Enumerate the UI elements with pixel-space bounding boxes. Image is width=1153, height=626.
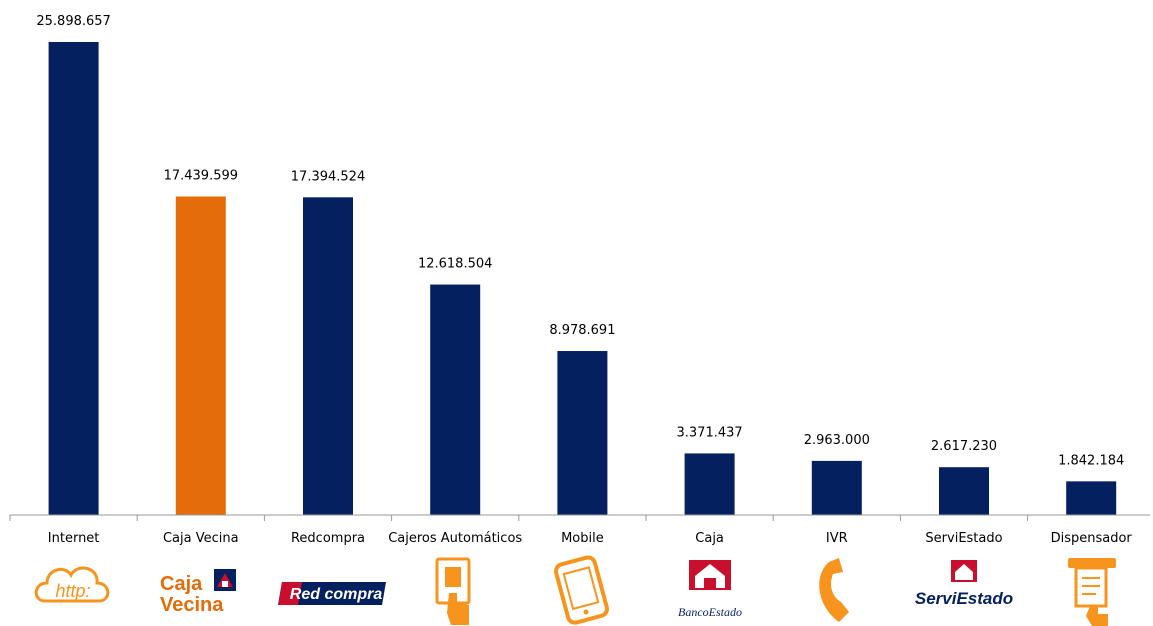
http-icon: http: xyxy=(34,566,110,603)
value-label: 17.394.524 xyxy=(291,169,365,184)
bar-cajeros-autom-ticos xyxy=(430,284,481,515)
category-label: Redcompra xyxy=(291,531,365,546)
icons-row: http: Caja Vecina Red compra xyxy=(34,555,1116,626)
bar-mobile xyxy=(557,351,608,515)
bancoestado-logo-text: BancoEstado xyxy=(678,605,742,619)
category-label: Internet xyxy=(48,531,100,546)
serviestado-logo-icon: ServiEstado xyxy=(915,560,1013,608)
category-label: Caja xyxy=(695,531,724,546)
category-label: Dispensador xyxy=(1051,531,1133,546)
value-label: 2.617.230 xyxy=(931,439,997,454)
redcompra-logo-icon: Red compra xyxy=(278,582,386,605)
bar-serviestado xyxy=(939,467,989,515)
value-label: 12.618.504 xyxy=(418,257,492,272)
value-labels-group: 25.898.657 17.439.599 17.394.524 12.618.504… xyxy=(36,14,1124,468)
value-label: 25.898.657 xyxy=(36,14,110,29)
bar-caja-vecina xyxy=(175,196,226,516)
category-label: ServiEstado xyxy=(925,531,1002,546)
ticket-dispenser-icon xyxy=(1068,558,1116,626)
bar-caja xyxy=(684,453,735,515)
bancoestado-logo-icon: BancoEstado xyxy=(678,560,742,619)
atm-hand-icon xyxy=(435,557,471,625)
bars-group xyxy=(48,42,1117,516)
caja-vecina-logo-icon: Caja Vecina xyxy=(160,569,236,616)
bar-redcompra xyxy=(303,197,353,515)
value-label: 17.439.599 xyxy=(164,168,238,183)
bar-dispensador xyxy=(1066,481,1117,515)
bar-ivr xyxy=(811,460,862,515)
category-label: Mobile xyxy=(561,531,604,546)
value-label: 8.978.691 xyxy=(549,323,615,338)
http-icon-text: http: xyxy=(55,581,90,601)
redcompra-logo-text: Red compra xyxy=(290,586,383,603)
value-label: 2.963.000 xyxy=(804,433,870,448)
phone-handset-icon xyxy=(819,558,849,622)
category-label: Caja Vecina xyxy=(163,531,239,546)
caja-vecina-logo-line1: Caja xyxy=(160,573,203,595)
caja-vecina-logo-line2: Vecina xyxy=(160,594,224,616)
value-label: 3.371.437 xyxy=(677,425,743,440)
value-label: 1.842.184 xyxy=(1058,453,1124,468)
category-label: IVR xyxy=(826,531,848,546)
bar-internet xyxy=(48,42,99,515)
serviestado-logo-text: ServiEstado xyxy=(915,589,1013,608)
x-axis-ticks xyxy=(9,515,1029,521)
category-labels-group: Internet Caja Vecina Redcompra Cajeros Auto… xyxy=(48,531,1133,546)
category-label: Cajeros Automáticos xyxy=(388,531,522,546)
mobile-phone-icon xyxy=(553,555,609,625)
